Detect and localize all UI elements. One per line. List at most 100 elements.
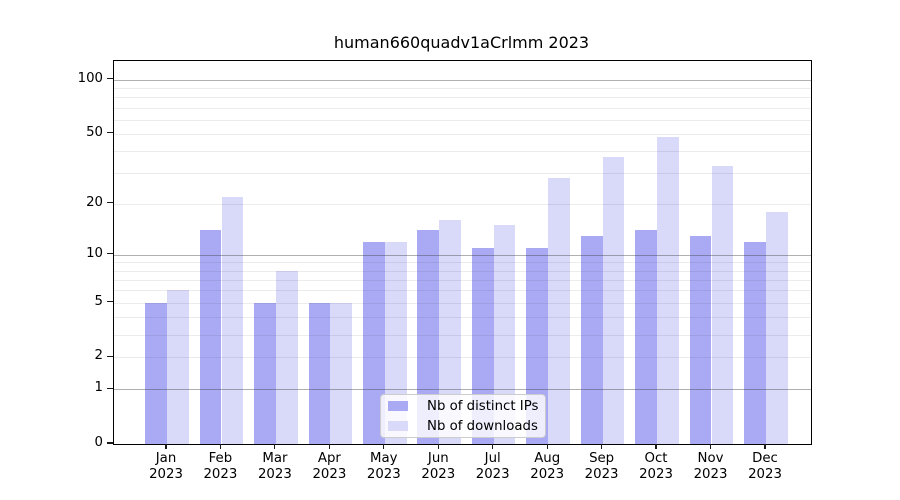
gridline-minor [114,317,811,318]
x-tick-year: 2023 [312,467,347,482]
gridline-minor [114,302,811,304]
x-tick-mark [764,444,766,449]
bar-downloads [221,196,244,444]
gridline-minor [114,107,811,109]
gridline-minor [114,270,811,272]
x-axis-tick-label: Jul 2023 [461,451,525,483]
bar-downloads [657,136,679,444]
gridline-minor [114,97,811,99]
y-axis-tick-label: 1 [94,380,103,396]
x-tick-month: Jun [427,451,449,466]
y-axis-tick-label: 100 [77,70,103,86]
legend-swatch-distinct-ips [388,400,408,412]
y-tick-mark [107,442,113,444]
x-tick-mark [437,444,439,449]
bar-downloads [275,270,298,444]
x-tick-month: Aug [534,451,561,466]
legend-label-downloads: Nb of downloads [427,418,538,434]
x-tick-month: Sep [589,451,615,466]
x-tick-year: 2023 [366,467,401,482]
gridline-minor [114,87,811,89]
gridline-minor [114,334,811,336]
x-tick-mark [709,444,712,449]
bar-distinct-ips [744,241,766,444]
gridline-major [114,389,811,391]
gridline-minor [114,279,811,281]
x-tick-mark [546,444,548,449]
x-tick-year: 2023 [475,467,510,482]
gridline-minor [114,357,811,359]
gridline-minor [114,150,811,152]
bar-distinct-ips [635,230,658,444]
x-tick-month: May [370,451,398,466]
bar-distinct-ips [689,235,712,444]
x-tick-year: 2023 [693,467,728,482]
bar-distinct-ips [145,302,167,444]
x-tick-mark [492,444,494,449]
bar-distinct-ips [199,230,222,444]
x-tick-month: Jul [484,451,501,466]
x-axis-tick-label: May 2023 [352,451,416,483]
x-tick-month: Apr [317,451,341,466]
bar-downloads [384,241,407,444]
bar-distinct-ips [417,230,440,444]
y-tick-mark [107,78,113,80]
x-tick-month: Oct [644,451,668,466]
gridline-major [114,79,811,81]
x-tick-year: 2023 [584,467,619,482]
x-tick-year: 2023 [203,467,238,482]
bar-downloads [548,178,570,444]
x-tick-mark [328,444,330,449]
bar-distinct-ips [363,241,385,444]
x-tick-mark [383,444,385,449]
gridline-minor [114,203,811,205]
x-axis-tick-label: Feb 2023 [188,451,252,483]
bar-distinct-ips [580,235,603,444]
y-tick-mark [107,253,113,255]
bar-downloads [167,290,189,444]
x-tick-month: Feb [208,451,233,466]
y-tick-mark [107,202,113,204]
x-tick-year: 2023 [748,467,782,482]
y-tick-mark [107,387,113,389]
y-axis-tick-label: 10 [86,245,103,261]
y-tick-mark [107,132,113,134]
x-tick-mark [274,444,276,449]
x-tick-year: 2023 [530,467,565,482]
gridline-minor [114,262,811,264]
bar-distinct-ips [308,302,331,444]
legend-label-distinct-ips: Nb of distinct IPs [427,398,539,414]
x-tick-mark [601,444,603,449]
y-axis-tick-label: 5 [94,293,103,309]
x-axis-tick-label: Jun 2023 [406,451,470,483]
legend: Nb of distinct IPs Nb of downloads [380,394,546,438]
legend-item-distinct-ips: Nb of distinct IPs [381,396,545,416]
bar-downloads [766,211,788,444]
y-axis-tick-label: 20 [86,194,103,210]
x-tick-year: 2023 [639,467,673,482]
x-axis-tick-label: Dec 2023 [733,451,797,483]
x-tick-month: Dec [752,451,778,466]
y-axis-tick-label: 2 [94,348,103,364]
x-axis-tick-label: Nov 2023 [679,451,743,483]
x-axis-tick-label: Oct 2023 [624,451,688,483]
legend-item-downloads: Nb of downloads [381,416,545,436]
gridline-minor [114,119,811,121]
legend-swatch-downloads [388,420,408,432]
x-axis-tick-label: Sep 2023 [570,451,634,483]
x-tick-mark [165,444,167,449]
y-tick-mark [107,355,113,357]
x-tick-year: 2023 [421,467,456,482]
x-tick-mark [655,444,657,449]
x-axis-tick-label: Apr 2023 [297,451,361,483]
x-axis-tick-label: Mar 2023 [243,451,307,483]
bar-downloads [602,156,625,444]
bar-downloads [711,165,734,444]
plot-area: Nb of distinct IPs Nb of downloads [113,60,812,445]
bar-downloads [439,220,462,444]
bar-downloads [330,302,353,444]
gridline-minor [114,133,811,135]
x-axis-tick-label: Aug 2023 [515,451,579,483]
x-tick-month: Mar [262,451,288,466]
x-axis-tick-label: Jan 2023 [134,451,198,483]
